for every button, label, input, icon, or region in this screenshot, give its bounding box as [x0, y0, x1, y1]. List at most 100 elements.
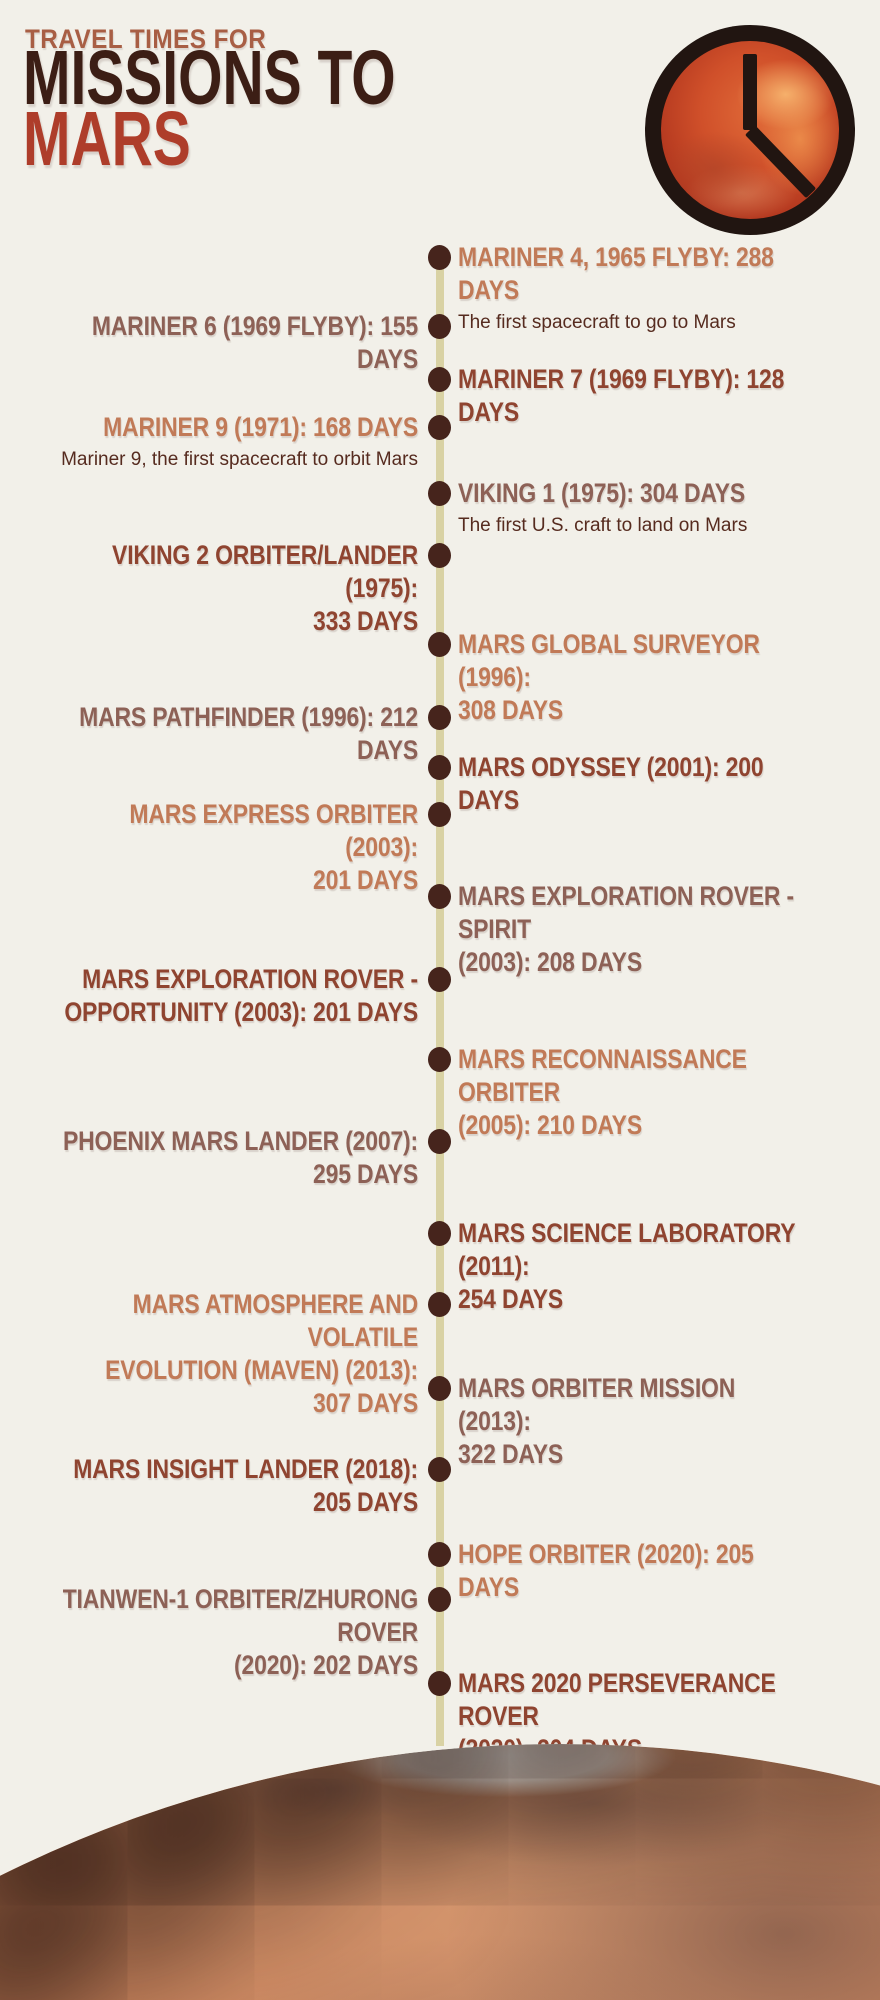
mission-label-line: EVOLUTION (MAVEN) (2013): 307 DAYS: [105, 1355, 419, 1418]
mission-label-line: MARS EXPLORATION ROVER - SPIRIT: [458, 881, 794, 944]
mission-label-line: VIKING 1 (1975): 304 DAYS: [458, 478, 746, 508]
mission-text: TIANWEN-1 ORBITER/ZHURONG ROVER (2020): 2…: [0, 1583, 418, 1682]
mission-description: The first spacecraft to go to Mars: [458, 312, 736, 333]
mission-text: PHOENIX MARS LANDER (2007): 295 DAYS: [0, 1125, 418, 1191]
mission-label: MARINER 9 (1971): 168 DAYS: [63, 411, 418, 444]
mission-label-line: MARS INSIGHT LANDER (2018):: [73, 1454, 419, 1484]
mission-label-line: MARINER 7 (1969 FLYBY): 128 DAYS: [458, 364, 785, 427]
mission-label: HOPE ORBITER (2020): 205 DAYS: [458, 1538, 808, 1604]
timeline-dot: [428, 755, 451, 780]
mission-label: MARS EXPRESS ORBITER (2003): 201 DAYS: [63, 798, 418, 897]
timeline-dot: [428, 245, 451, 270]
mission-text: MARS SCIENCE LABORATORY (2011): 254 DAYS: [458, 1217, 870, 1316]
mission-text: MARS ATMOSPHERE AND VOLATILE EVOLUTION (M…: [0, 1288, 418, 1420]
mission-label-line: MARS SCIENCE LABORATORY (2011):: [458, 1218, 795, 1281]
page-title: MISSIONS TO MARS: [23, 35, 396, 182]
mission-label: MARS ATMOSPHERE AND VOLATILE EVOLUTION (M…: [63, 1288, 418, 1420]
eyebrow-title: TRAVEL TIMES FOR: [25, 24, 267, 54]
mission-label: MARS SCIENCE LABORATORY (2011): 254 DAYS: [458, 1217, 808, 1316]
mission-text: MARINER 9 (1971): 168 DAYS Mariner 9, th…: [0, 411, 418, 472]
mission-label-line: MARS 2020 PERSEVERANCE ROVER: [458, 1668, 776, 1731]
mission-label-line: VIKING 2 ORBITER/LANDER (1975):: [112, 540, 419, 603]
title-mars: MARS: [23, 96, 191, 182]
mission-label: MARS ODYSSEY (2001): 200 DAYS: [458, 751, 808, 817]
mission-label: MARINER 4, 1965 FLYBY: 288 DAYS: [458, 241, 808, 307]
clock-minute-hand: [744, 125, 817, 199]
mission-text: VIKING 2 ORBITER/LANDER (1975): 333 DAYS: [0, 539, 418, 638]
title-missions-to: MISSIONS TO: [23, 35, 396, 121]
mission-text: MARS PATHFINDER (1996): 212 DAYS: [0, 701, 418, 767]
mars-planet-sphere: [0, 1744, 880, 2000]
mission-text: MARS ORBITER MISSION (2013): 322 DAYS: [458, 1372, 870, 1471]
timeline-dot: [428, 415, 451, 440]
timeline-dot: [428, 884, 451, 909]
timeline-dot: [428, 1376, 451, 1401]
mission-label: VIKING 2 ORBITER/LANDER (1975): 333 DAYS: [63, 539, 418, 638]
timeline-dot: [428, 1542, 451, 1567]
timeline-dot: [428, 481, 451, 506]
timeline-dot: [428, 1129, 451, 1154]
timeline-dot: [428, 543, 451, 568]
mission-label: PHOENIX MARS LANDER (2007): 295 DAYS: [63, 1125, 418, 1191]
timeline-dot: [428, 632, 451, 657]
mission-label-line: (2020): 202 DAYS: [234, 1650, 418, 1680]
timeline-dot: [428, 1587, 451, 1612]
mission-label: TIANWEN-1 ORBITER/ZHURONG ROVER (2020): 2…: [63, 1583, 418, 1682]
mission-text: MARINER 4, 1965 FLYBY: 288 DAYS The firs…: [458, 241, 870, 335]
mission-label-line: 205 DAYS: [313, 1487, 418, 1517]
mission-label: MARS GLOBAL SURVEYOR (1996): 308 DAYS: [458, 628, 808, 727]
mission-description: The first U.S. craft to land on Mars: [458, 515, 748, 536]
mission-text: MARS EXPRESS ORBITER (2003): 201 DAYS: [0, 798, 418, 897]
timeline-dot: [428, 802, 451, 827]
timeline-dot: [428, 1047, 451, 1072]
mission-label-line: PHOENIX MARS LANDER (2007):: [62, 1126, 419, 1156]
mission-text: MARS EXPLORATION ROVER - OPPORTUNITY (200…: [0, 963, 418, 1029]
timeline-dot: [428, 1292, 451, 1317]
mission-label-line: 333 DAYS: [313, 606, 418, 636]
mission-text: MARS ODYSSEY (2001): 200 DAYS: [458, 751, 870, 817]
mission-label: MARS RECONNAISSANCE ORBITER (2005): 210 D…: [458, 1043, 808, 1142]
mission-label: MARINER 6 (1969 FLYBY): 155 DAYS: [63, 310, 418, 376]
timeline-dot: [428, 1457, 451, 1482]
mission-label-line: MARS ORBITER MISSION (2013):: [458, 1373, 736, 1436]
mission-text: MARS GLOBAL SURVEYOR (1996): 308 DAYS: [458, 628, 870, 727]
timeline-dot: [428, 705, 451, 730]
mission-text: VIKING 1 (1975): 304 DAYS The first U.S.…: [458, 477, 870, 538]
mission-label-line: MARS RECONNAISSANCE ORBITER: [458, 1044, 747, 1107]
mission-label: MARS EXPLORATION ROVER - SPIRIT (2003): 2…: [458, 880, 808, 979]
mission-label: VIKING 1 (1975): 304 DAYS: [458, 477, 808, 510]
mission-label-line: 295 DAYS: [313, 1159, 418, 1189]
mission-label-line: MARS EXPRESS ORBITER (2003):: [129, 799, 418, 862]
mission-label-line: (2005): 210 DAYS: [458, 1110, 642, 1140]
mission-label-line: 254 DAYS: [458, 1284, 563, 1314]
mission-label-line: 308 DAYS: [458, 695, 563, 725]
mission-description: Mariner 9, the first spacecraft to orbit…: [61, 449, 418, 470]
mission-text: HOPE ORBITER (2020): 205 DAYS: [458, 1538, 870, 1604]
mission-label: MARS ORBITER MISSION (2013): 322 DAYS: [458, 1372, 808, 1471]
mission-text: MARS EXPLORATION ROVER - SPIRIT (2003): 2…: [458, 880, 870, 979]
mission-label-line: MARS GLOBAL SURVEYOR (1996):: [458, 629, 760, 692]
timeline-dot: [428, 1671, 451, 1696]
mission-label-line: MARS ODYSSEY (2001): 200 DAYS: [458, 752, 764, 815]
mission-label-line: MARS EXPLORATION ROVER -: [82, 964, 419, 994]
mission-label-line: HOPE ORBITER (2020): 205 DAYS: [458, 1539, 754, 1602]
mission-label-line: 322 DAYS: [458, 1439, 563, 1469]
timeline-dot: [428, 1221, 451, 1246]
timeline-dot: [428, 967, 451, 992]
clock-hour-hand: [743, 54, 757, 130]
mars-clock-face: [661, 41, 839, 219]
mission-label-line: MARINER 6 (1969 FLYBY): 155 DAYS: [91, 311, 419, 374]
mission-text: MARINER 7 (1969 FLYBY): 128 DAYS: [458, 363, 870, 429]
mission-text: MARS RECONNAISSANCE ORBITER (2005): 210 D…: [458, 1043, 870, 1142]
mission-label-line: OPPORTUNITY (2003): 201 DAYS: [64, 997, 418, 1027]
mission-text: MARS INSIGHT LANDER (2018): 205 DAYS: [0, 1453, 418, 1519]
mission-label-line: (2003): 208 DAYS: [458, 947, 642, 977]
timeline-dot: [428, 367, 451, 392]
mission-text: MARINER 6 (1969 FLYBY): 155 DAYS: [0, 310, 418, 376]
mission-label: MARS EXPLORATION ROVER - OPPORTUNITY (200…: [63, 963, 418, 1029]
mission-label-line: MARINER 4, 1965 FLYBY: 288 DAYS: [458, 242, 774, 305]
mission-label: MARS PATHFINDER (1996): 212 DAYS: [63, 701, 418, 767]
mars-clock-icon: [645, 25, 855, 235]
mission-label-line: MARS ATMOSPHERE AND VOLATILE: [132, 1289, 419, 1352]
